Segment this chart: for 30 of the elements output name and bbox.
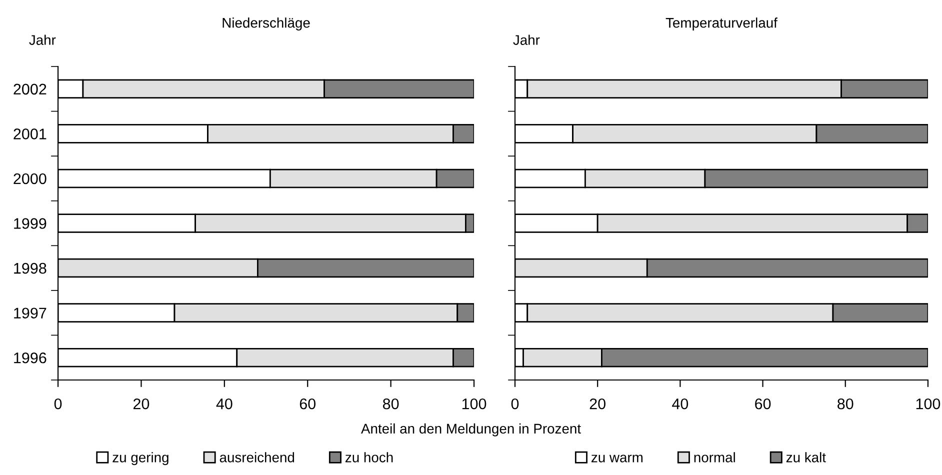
legend-label: normal: [694, 452, 735, 462]
x-tick-label: 60: [300, 398, 316, 410]
x-tick-label: 60: [755, 398, 771, 410]
legend-label: zu kalt: [786, 452, 826, 462]
y-axis-title: Jahr: [29, 34, 56, 45]
x-tick-label: 40: [672, 398, 688, 410]
y-tick-label: 1998: [14, 262, 46, 274]
x-tick-label: 20: [590, 398, 606, 410]
chart-title: Niederschläge: [222, 18, 310, 30]
x-tick-label: 100: [916, 398, 940, 410]
y-tick-label: 2000: [14, 173, 46, 184]
x-tick-label: 80: [382, 398, 399, 410]
y-tick-label: 1999: [14, 218, 46, 229]
y-tick-label: 2002: [14, 84, 46, 95]
chart-title: Temperaturverlauf: [666, 18, 778, 30]
y-tick-label: 1997: [14, 308, 46, 319]
y-tick-label: 1996: [14, 352, 46, 364]
x-tick-label: 0: [54, 398, 62, 410]
x-tick-label: 80: [838, 398, 854, 410]
x-tick-label: 0: [511, 398, 519, 410]
legend-label: zu warm: [592, 454, 642, 462]
y-axis-title: Jahr: [513, 34, 540, 45]
x-axis-title: Anteil an den Meldungen in Prozent: [361, 423, 581, 436]
y-tick-label: 2001: [14, 128, 46, 140]
legend-label: zu gering: [112, 452, 168, 466]
x-tick-label: 100: [462, 398, 486, 410]
legend-label: ausreichend: [220, 452, 294, 462]
x-tick-label: 20: [133, 398, 150, 410]
x-tick-label: 40: [216, 398, 232, 410]
legend-label: zu hoch: [346, 452, 393, 462]
